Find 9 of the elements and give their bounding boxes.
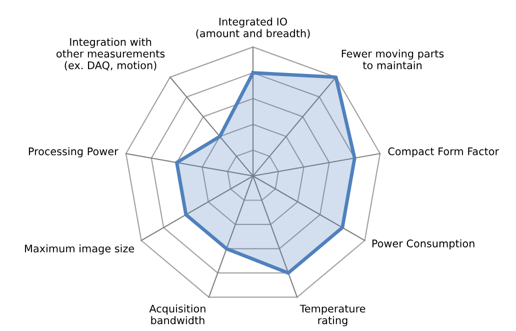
spoke-label: Integration with other measurements (ex. DAQ, motion) [56,38,165,70]
spoke-label: Compact Form Factor [388,147,500,158]
spoke-label: Fewer moving parts to maintain [342,50,444,70]
spoke-label: Acquisition bandwidth [149,304,206,324]
spoke-label: Processing Power [28,147,118,158]
spoke-label: Temperature rating [300,304,366,326]
spoke-label: Power Consumption [372,239,474,250]
spoke-label: Maximum image size [25,244,134,254]
spoke-label: Integrated IO (amount and breadth) [196,18,310,38]
